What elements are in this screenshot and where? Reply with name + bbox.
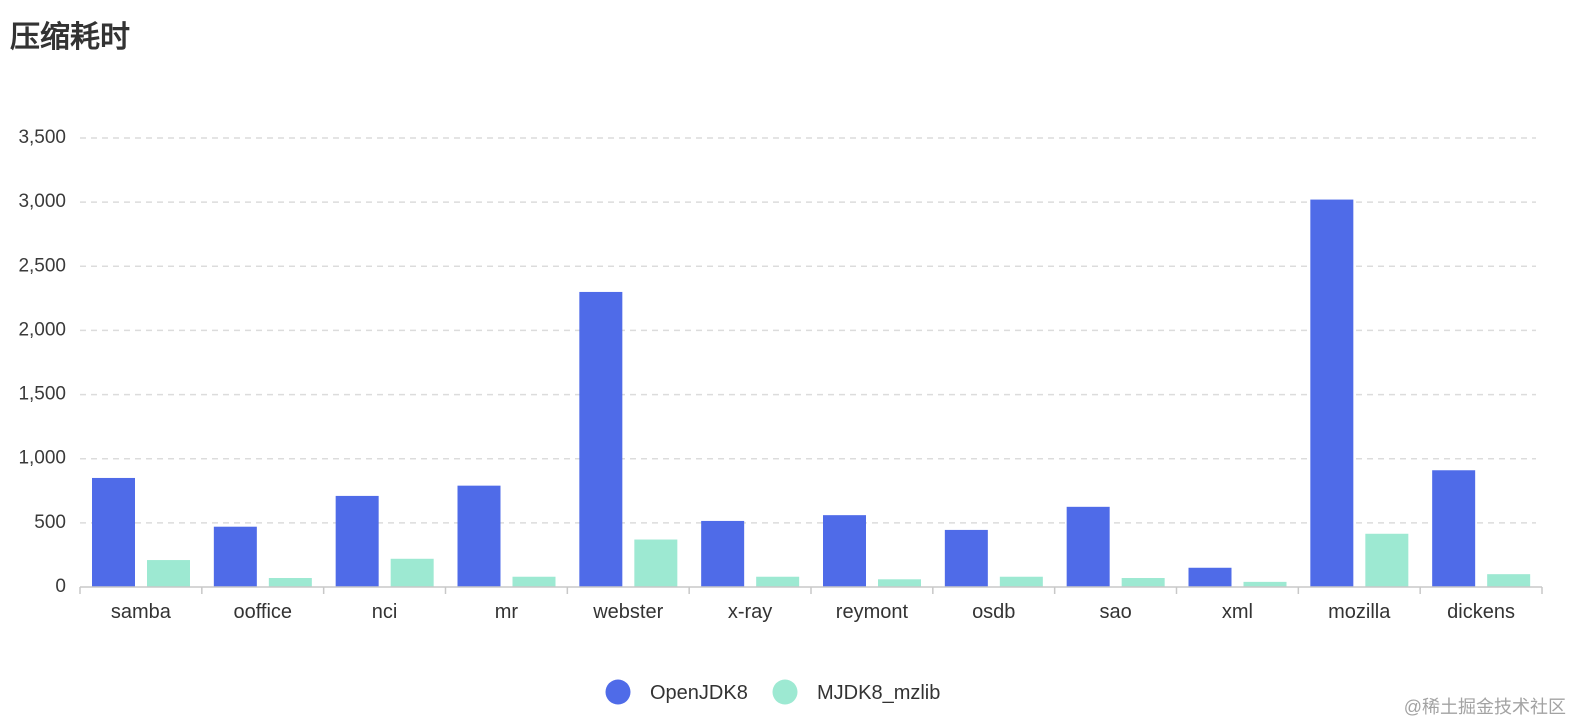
bar-openjdk8-samba [92, 477, 135, 587]
x-tick-label: mozilla [1328, 601, 1391, 623]
bar-openjdk8-mr [457, 485, 501, 587]
legend-item-mjdk8-mzlib[interactable]: MJDK8_mzlib [772, 679, 941, 705]
bar-mjdk8-mzlib-dickens [1487, 574, 1531, 587]
bar-mjdk8-mzlib-osdb [999, 576, 1043, 587]
legend: OpenJDK8 MJDK8_mzlib [605, 679, 941, 705]
bar-mjdk8-mzlib-sao [1121, 578, 1165, 587]
watermark-text: @稀土掘金技术社区 [1403, 697, 1566, 717]
x-tick-label: dickens [1447, 601, 1515, 623]
chart-title: 压缩耗时 [10, 21, 130, 54]
x-axis-labels: samba ooffice nci mr webster x-ray reymont osdb… [111, 601, 1515, 623]
bar-mjdk8-mzlib-mozilla [1365, 533, 1409, 587]
bar-openjdk8-nci [335, 495, 379, 587]
x-tick-label: sao [1099, 601, 1131, 623]
y-tick-label: 0 [55, 576, 66, 597]
x-tick-label: samba [111, 601, 172, 623]
y-tick-label: 2,500 [18, 255, 66, 276]
x-axis-ticks [79, 587, 1543, 594]
y-tick-label: 2,000 [18, 319, 66, 340]
bar-openjdk8-ooffice [213, 526, 257, 587]
bar-openjdk8-dickens [1432, 470, 1476, 587]
bar-openjdk8-x-ray [701, 520, 745, 587]
legend-label: MJDK8_mzlib [817, 682, 940, 704]
x-tick-label: webster [592, 601, 663, 623]
bar-openjdk8-webster [579, 291, 623, 587]
bars [92, 199, 1531, 587]
bar-openjdk8-sao [1066, 506, 1110, 587]
bar-mjdk8-mzlib-xml [1243, 581, 1287, 587]
bar-mjdk8-mzlib-mr [512, 576, 556, 587]
x-tick-label: x-ray [728, 601, 772, 623]
y-axis-labels: 0 500 1,000 1,500 2,000 2,500 3,000 3,500 [18, 127, 66, 597]
legend-marker [772, 679, 798, 705]
gridlines [80, 137, 1536, 524]
legend-marker [605, 679, 631, 705]
legend-item-openjdk8[interactable]: OpenJDK8 [605, 679, 748, 705]
bar-mjdk8-mzlib-reymont [878, 579, 921, 587]
y-tick-label: 1,000 [18, 448, 66, 469]
bar-openjdk8-osdb [944, 529, 988, 587]
bar-mjdk8-mzlib-samba [147, 560, 190, 587]
bar-mjdk8-mzlib-nci [390, 558, 434, 587]
y-tick-label: 1,500 [18, 384, 66, 405]
bar-mjdk8-mzlib-x-ray [756, 576, 800, 587]
bar-mjdk8-mzlib-ooffice [268, 578, 312, 587]
bar-openjdk8-xml [1188, 567, 1232, 587]
legend-label: OpenJDK8 [650, 682, 748, 704]
x-tick-label: xml [1222, 601, 1253, 623]
bar-mjdk8-mzlib-webster [634, 539, 678, 587]
x-tick-label: osdb [972, 601, 1015, 623]
y-tick-label: 3,000 [18, 191, 66, 212]
bar-openjdk8-mozilla [1310, 199, 1354, 587]
x-tick-label: reymont [836, 601, 909, 623]
x-tick-label: ooffice [233, 601, 292, 623]
x-tick-label: nci [372, 601, 398, 623]
bar-openjdk8-reymont [823, 515, 866, 587]
x-tick-label: mr [495, 601, 519, 623]
y-tick-label: 3,500 [18, 127, 66, 148]
y-tick-label: 500 [34, 512, 66, 533]
